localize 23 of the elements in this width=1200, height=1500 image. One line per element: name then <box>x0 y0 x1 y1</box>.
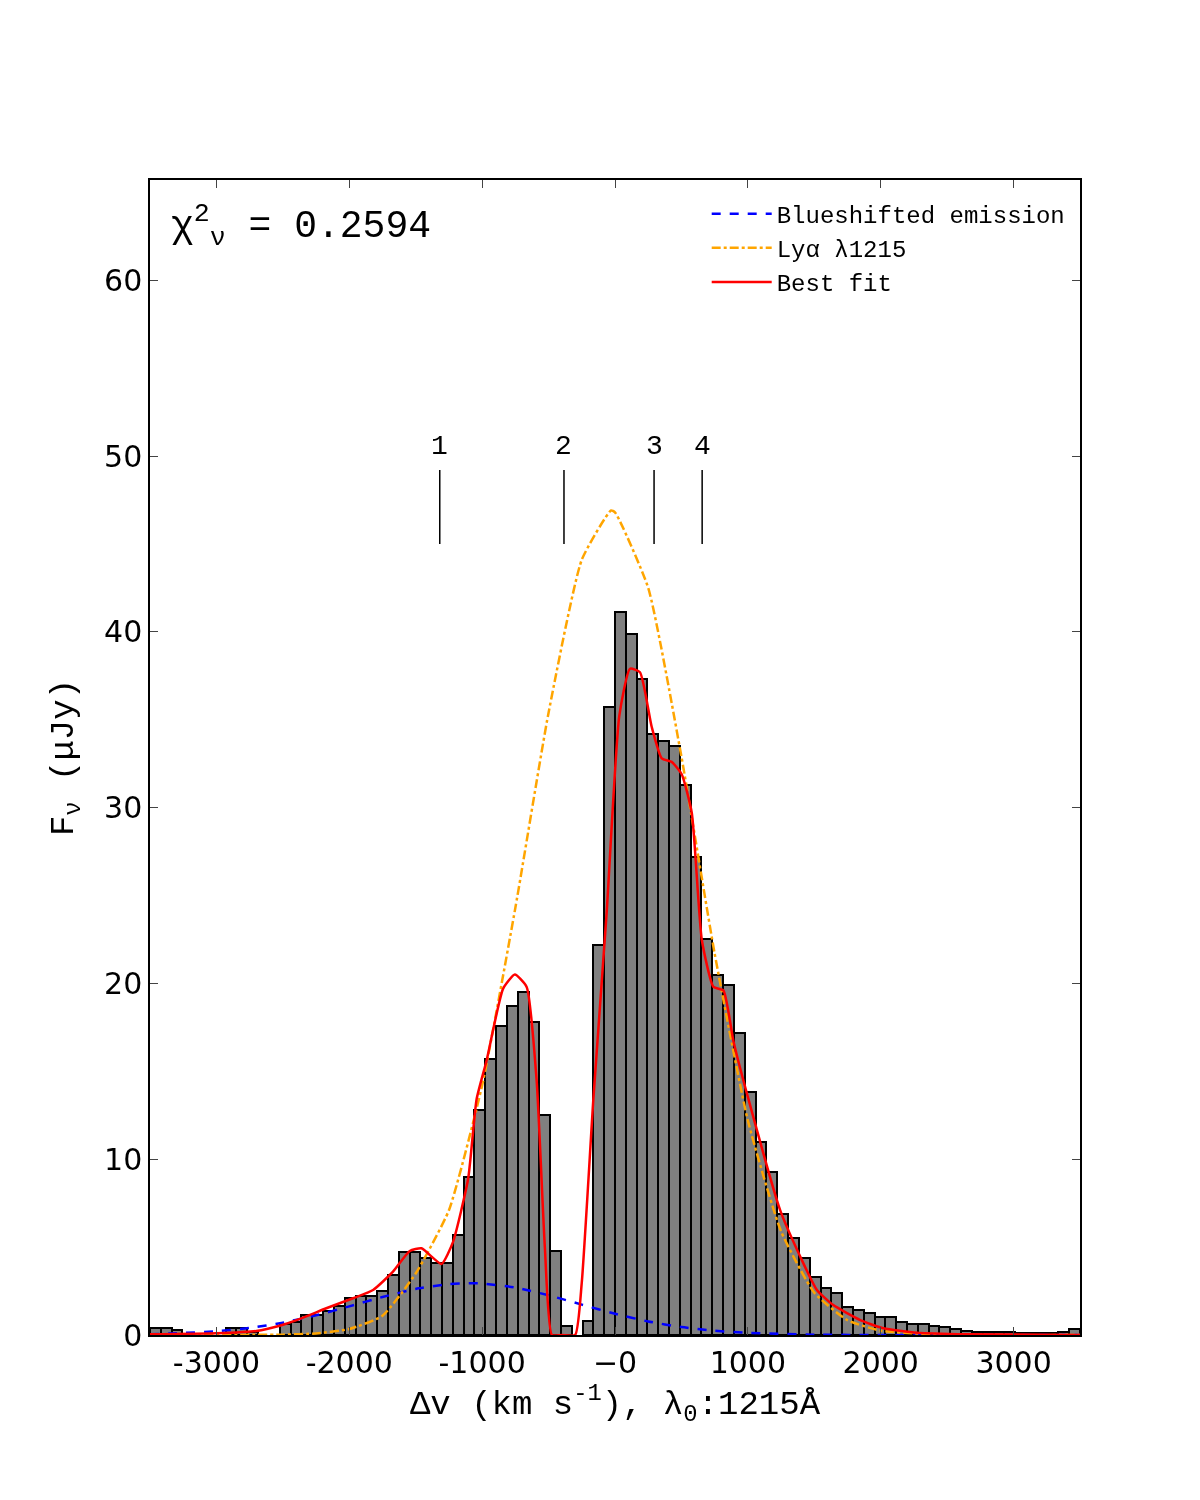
annotation: χ$^{2}$$_{ν}$ = 0.2594 <box>171 199 431 253</box>
x-axis-title: Δv (km s$^{-1}$), λ$_{0}$:1215Å <box>409 1379 821 1429</box>
x-tick-label: 3000 <box>975 1344 1052 1380</box>
legend-label: Blueshifted emission <box>776 203 1065 231</box>
y-tick-label: 50 <box>104 438 143 474</box>
legend-label: Best fit <box>776 271 892 299</box>
y-tick-label: 40 <box>104 614 143 650</box>
x-tick-label: -1000 <box>438 1344 526 1380</box>
y-tick-label: 60 <box>104 262 143 298</box>
x-tick-label: -3000 <box>172 1344 261 1380</box>
annotation: 2 <box>555 431 572 462</box>
annotation: 4 <box>694 431 711 462</box>
x-tick-label: −0 <box>592 1344 638 1380</box>
y-tick-label: 30 <box>104 790 143 826</box>
annotation: 3 <box>646 431 663 462</box>
x-tick-label: 1000 <box>709 1344 787 1380</box>
y-tick-label: 0 <box>123 1317 143 1353</box>
legend-label: Lyα λ1215 <box>776 237 907 265</box>
y-tick-label: 20 <box>104 965 143 1001</box>
x-tick-label: -2000 <box>305 1344 393 1380</box>
annotation: 1 <box>431 431 448 462</box>
y-tick-label: 10 <box>104 1141 143 1177</box>
x-tick-label: 2000 <box>842 1344 919 1380</box>
